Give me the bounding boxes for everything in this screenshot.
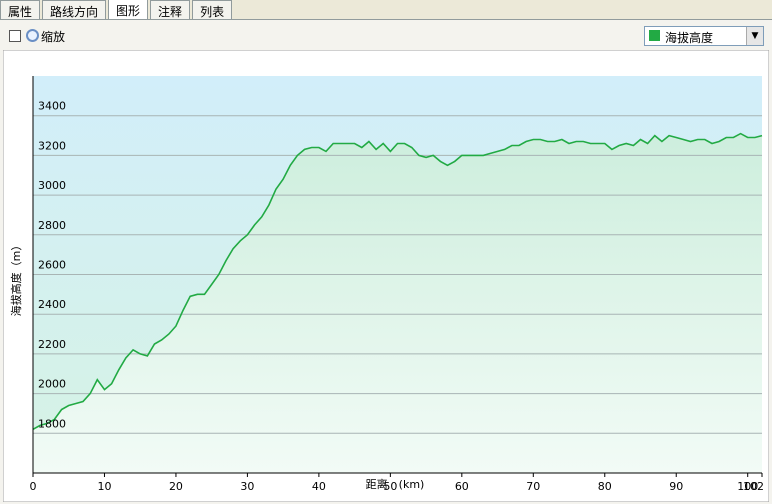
x-tick-label: 10 [97,480,111,493]
series-dropdown[interactable]: 海拔高度 ▼ [644,26,764,46]
tab[interactable]: 注释 [150,0,191,19]
x-tick-label: 100 [737,480,758,493]
x-tick-label: 20 [169,480,183,493]
x-tick-label: 80 [598,480,612,493]
y-tick-label: 1800 [38,417,66,430]
x-tick-label: 70 [526,480,540,493]
x-tick-label: 90 [669,480,683,493]
x-axis-label: 距离 (km) [366,477,425,491]
legend-swatch [649,30,660,41]
zoom-label[interactable]: 缩放 [41,30,66,44]
y-tick-label: 2600 [38,259,66,272]
x-tick-label: 40 [312,480,326,493]
zoom-icon [26,29,39,42]
area [33,133,762,473]
x-tick-label: 60 [455,480,469,493]
legend-label: 海拔高度 [665,31,714,45]
elevation-line [32,132,763,431]
checkbox[interactable] [9,30,21,42]
y-tick-label: 2800 [38,219,66,232]
panel: 缩放 海拔高度 ▼ 海拔高度（m） 距离 (km) 1800 2000 2200 24… [0,19,772,504]
tab-active[interactable]: 图形 [108,0,149,20]
chart: 海拔高度（m） 距离 (km) 1800 2000 2200 2400 2600 2800… [3,50,769,502]
tab[interactable]: 属性 [0,0,41,19]
dropdown-button[interactable]: ▼ [746,27,763,45]
x-tick-label: 0 [30,480,37,493]
y-tick-label: 2000 [38,378,66,391]
x-tick-label: 102 [743,480,764,493]
y-tick-label: 2200 [38,338,66,351]
y-tick-label: 3200 [38,139,66,152]
y-axis-label: 海拔高度（m） [9,240,23,317]
x-tick-label: 50 [383,480,397,493]
tab[interactable]: 列表 [192,0,233,19]
y-tick-label: 2400 [38,298,66,311]
y-tick-label: 3400 [38,100,66,113]
x-tick-label: 30 [240,480,254,493]
tab[interactable]: 路线方向 [42,0,107,19]
tab-strip: 属性 路线方向 图形 注释 列表 [0,0,234,20]
y-tick-label: 3000 [38,179,66,192]
